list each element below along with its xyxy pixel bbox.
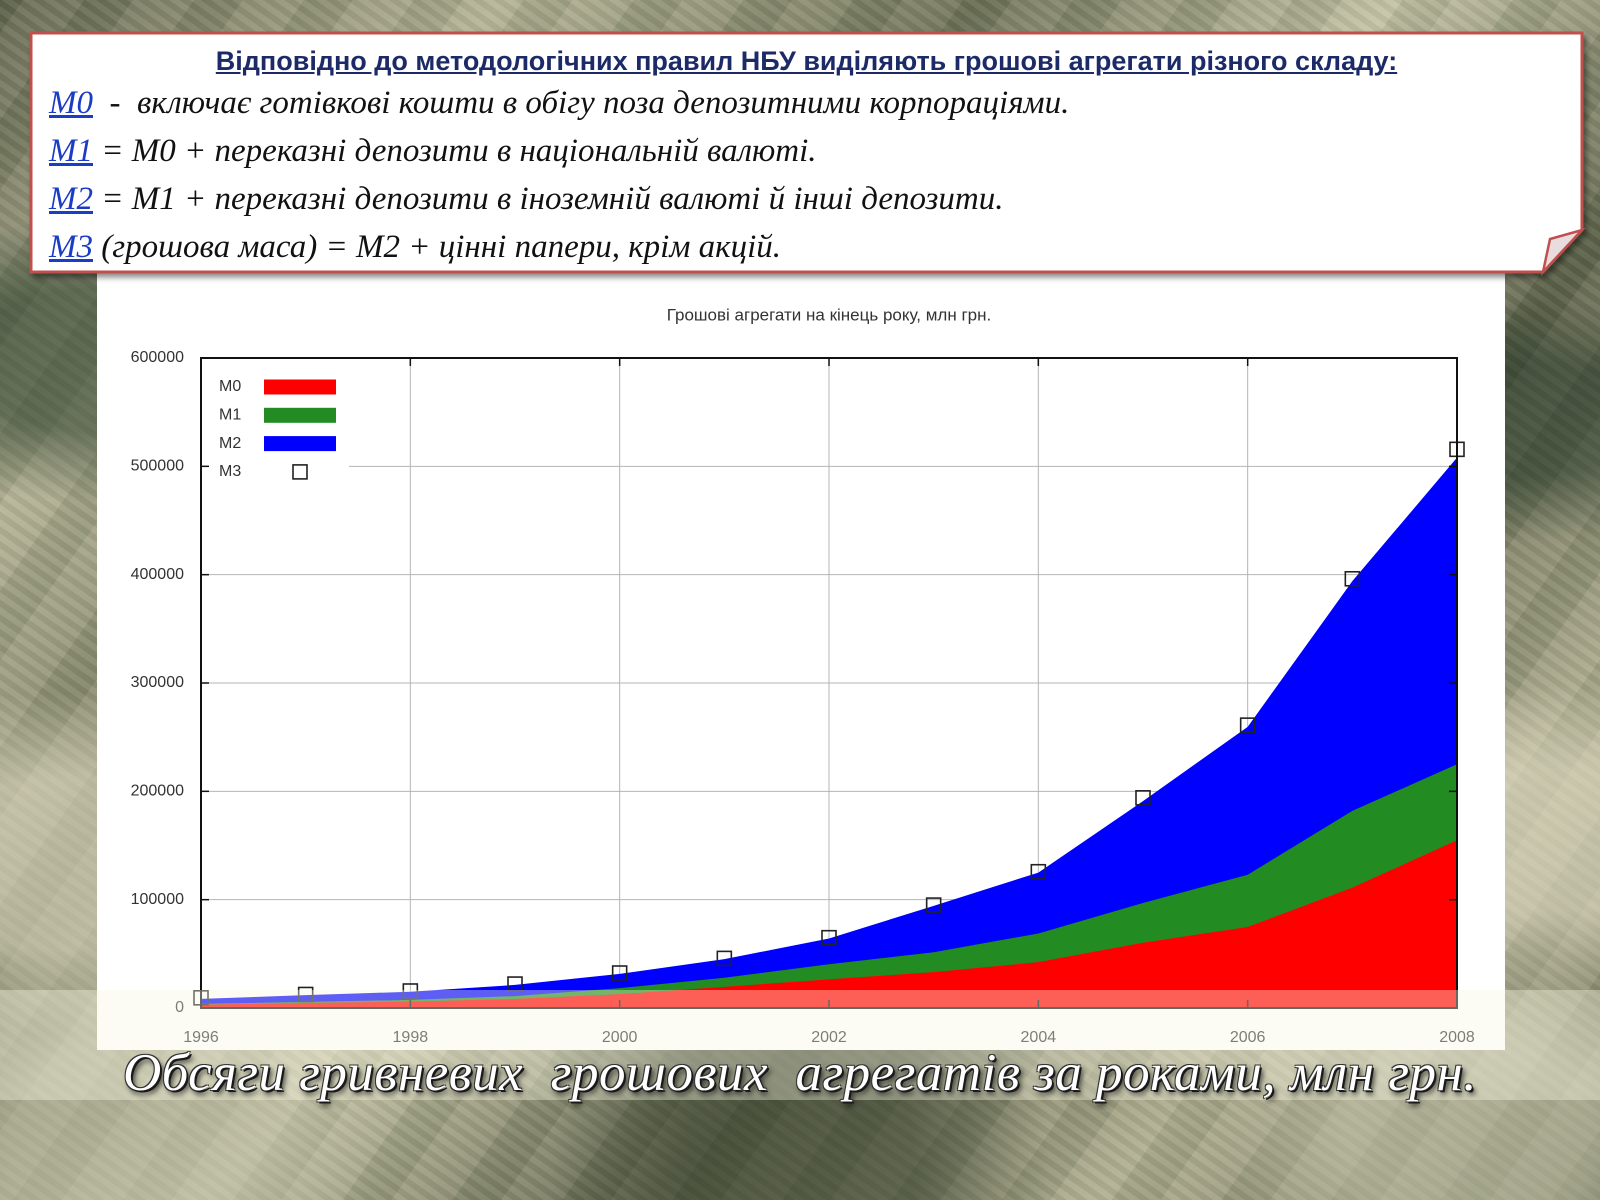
y-tick-label: 600000 — [131, 349, 184, 366]
y-tick-label: 100000 — [131, 891, 184, 908]
legend-label-m0: M0 — [219, 378, 241, 395]
x-tick-label: 1998 — [393, 1029, 429, 1046]
marker-m3 — [1135, 790, 1151, 806]
term-link-m0[interactable]: М0 — [49, 85, 93, 121]
marker-m3 — [925, 897, 942, 913]
caption-band — [0, 990, 1600, 1100]
definition-m1: М1 = М0 + переказні депозити в національ… — [49, 131, 817, 171]
definition-text-m2: = М1 + переказні депозити в іноземній ва… — [93, 181, 1004, 217]
marker-m3 — [1344, 570, 1361, 587]
term-link-m1[interactable]: М1 — [49, 133, 93, 169]
y-tick-label: 400000 — [131, 566, 184, 583]
legend-marker-m3 — [292, 464, 308, 480]
y-tick-label: 300000 — [131, 674, 184, 691]
marker-m3 — [716, 950, 733, 967]
x-tick-label: 2000 — [602, 1029, 638, 1046]
definitions-box: Відповідно до методологічних правил НБУ … — [0, 0, 1600, 290]
marker-m3 — [402, 983, 419, 999]
x-tick-label: 2002 — [811, 1029, 847, 1046]
y-tick-label: 200000 — [131, 783, 184, 800]
folded-corner — [1540, 227, 1586, 277]
marker-m3 — [821, 929, 837, 946]
definition-text-m3: (грошова маса) = М2 + цінні папери, крім… — [93, 229, 781, 265]
chart-title: Грошові агрегати на кінець року, млн грн… — [667, 305, 991, 324]
definition-m2: М2 = М1 + переказні депозити в іноземній… — [49, 179, 1003, 219]
y-tick-label: 500000 — [131, 458, 184, 475]
y-tick-label: 0 — [175, 999, 184, 1016]
legend-label-m2: M2 — [219, 435, 241, 452]
area-series-m2 — [201, 457, 1457, 1008]
chart-svg: Грошові агрегати на кінець року, млн грн… — [131, 305, 1475, 1046]
definition-m3: М3 (грошова маса) = М2 + цінні папери, к… — [49, 227, 781, 267]
slide-caption: Обсяги гривневих грошових агрегатів за р… — [122, 1044, 1478, 1102]
x-tick-label: 2004 — [1021, 1029, 1057, 1046]
marker-m3 — [507, 976, 523, 992]
x-tick-label: 2006 — [1230, 1029, 1266, 1046]
marker-m3 — [1239, 717, 1256, 733]
legend-swatch-m1 — [264, 407, 336, 423]
legend-label-m1: M1 — [219, 407, 241, 424]
marker-m3 — [297, 986, 314, 1003]
chart-panel: Грошові агрегати на кінець року, млн грн… — [97, 273, 1505, 1050]
x-tick-label: 2008 — [1439, 1029, 1475, 1046]
box-frame — [29, 31, 1586, 277]
legend-swatch-m0 — [264, 379, 336, 395]
term-link-m2[interactable]: М2 — [49, 181, 93, 217]
marker-m3 — [1030, 863, 1047, 880]
marker-m3 — [611, 965, 628, 981]
definition-text-m1: = М0 + переказні депозити в національній… — [93, 133, 817, 169]
definitions-heading: Відповідно до методологічних правил НБУ … — [215, 46, 1398, 76]
area-series-m0 — [201, 840, 1457, 1008]
definition-text-m0: - включає готівкові кошти в обігу поза д… — [93, 85, 1070, 121]
term-link-m3[interactable]: М3 — [49, 229, 93, 265]
legend-swatch-m2 — [264, 436, 336, 452]
definition-m0: М0 - включає готівкові кошти в обігу поз… — [49, 83, 1069, 123]
legend-label-m3: M3 — [219, 463, 241, 480]
x-tick-label: 1996 — [183, 1029, 219, 1046]
